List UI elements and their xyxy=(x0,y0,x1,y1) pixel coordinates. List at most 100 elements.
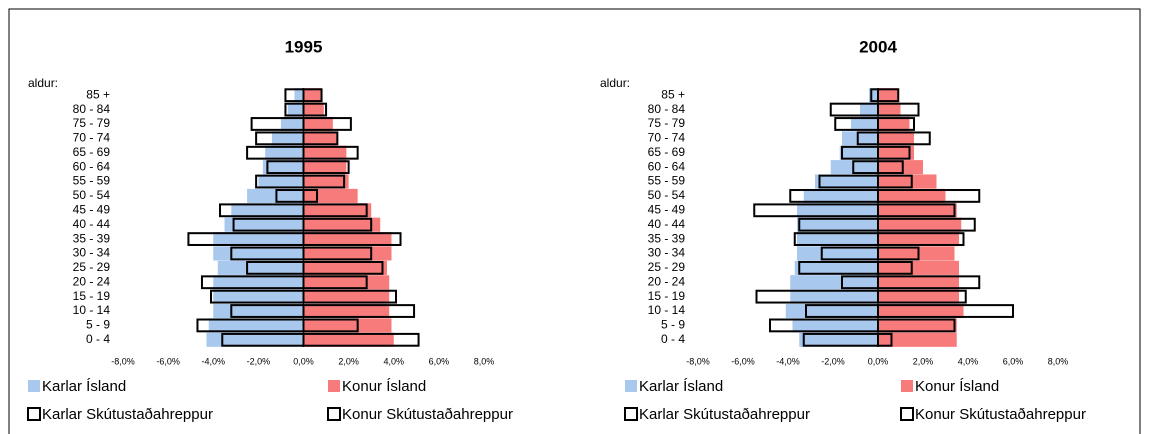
bar xyxy=(303,203,372,218)
y-tick-label: 65 - 69 xyxy=(73,145,111,159)
bar xyxy=(303,318,392,333)
bar xyxy=(851,116,878,132)
x-tick-label: 2,0% xyxy=(913,356,934,366)
y-tick-label: 60 - 64 xyxy=(648,159,686,173)
bar xyxy=(792,318,878,333)
bar xyxy=(217,260,304,275)
bar xyxy=(785,303,878,319)
y-tick-label: 10 - 14 xyxy=(73,303,111,317)
y-tick-label: 60 - 64 xyxy=(73,159,111,173)
bar xyxy=(213,232,304,247)
y-tick-label: 55 - 59 xyxy=(648,174,686,188)
bar xyxy=(206,332,304,347)
bar xyxy=(303,160,347,175)
legend-swatch xyxy=(901,380,913,392)
legend-swatch xyxy=(900,407,914,421)
bar xyxy=(303,332,394,347)
bar xyxy=(878,131,914,146)
bar xyxy=(878,145,914,160)
y-tick-label: 15 - 19 xyxy=(73,289,111,303)
bar xyxy=(303,260,387,275)
bar xyxy=(262,160,304,175)
y-tick-label: 15 - 19 xyxy=(648,289,686,303)
x-tick-label: 4,0% xyxy=(383,356,404,366)
x-tick-label: 6,0% xyxy=(1003,356,1024,366)
legend-label: Konur Ísland xyxy=(342,378,426,395)
bar xyxy=(799,332,878,347)
y-tick-label: 75 - 79 xyxy=(648,116,686,130)
bar xyxy=(303,217,381,232)
bar xyxy=(213,289,304,304)
y-tick-label: 50 - 54 xyxy=(648,188,686,202)
bar xyxy=(294,88,304,103)
bar xyxy=(303,303,390,319)
bar xyxy=(839,145,878,160)
x-tick-label: -4,0% xyxy=(201,356,225,366)
legend-label: Konur Ísland xyxy=(915,378,999,395)
y-tick-label: 70 - 74 xyxy=(648,131,686,145)
bar xyxy=(258,174,304,189)
bar xyxy=(878,188,946,203)
bar xyxy=(303,102,324,117)
bar xyxy=(303,232,392,247)
x-tick-label: -2,0% xyxy=(821,356,845,366)
y-tick-label: 70 - 74 xyxy=(73,131,111,145)
legend-label: Karlar Skútustaðahreppur xyxy=(42,406,213,423)
bar xyxy=(303,116,333,132)
x-tick-label: 8,0% xyxy=(474,356,495,366)
x-tick-label: 2,0% xyxy=(338,356,359,366)
x-tick-label: -4,0% xyxy=(776,356,800,366)
y-tick-label: 50 - 54 xyxy=(73,188,111,202)
legend-label: Konur Skútustaðahreppur xyxy=(915,406,1086,423)
y-tick-label: 85 + xyxy=(661,87,685,101)
y-tick-label: 40 - 44 xyxy=(73,217,111,231)
bar xyxy=(797,232,878,247)
axis-label: aldur: xyxy=(28,76,58,90)
bar xyxy=(224,217,304,232)
bar xyxy=(790,275,878,290)
bar xyxy=(797,203,878,218)
legend-swatch xyxy=(327,407,341,421)
legend-label: Karlar Skútustaðahreppur xyxy=(639,406,810,423)
y-tick-label: 40 - 44 xyxy=(648,217,686,231)
bar xyxy=(878,318,957,333)
bar xyxy=(790,289,878,304)
x-tick-label: 0,0% xyxy=(868,356,889,366)
bar xyxy=(797,246,878,261)
y-tick-label: 45 - 49 xyxy=(73,202,111,216)
y-tick-label: 45 - 49 xyxy=(648,202,686,216)
bar xyxy=(794,260,878,275)
chart-title: 1995 xyxy=(285,37,323,56)
y-tick-label: 5 - 9 xyxy=(86,318,110,332)
bar xyxy=(303,174,349,189)
bar xyxy=(247,188,304,203)
legend-swatch xyxy=(328,380,340,392)
y-tick-label: 85 + xyxy=(86,87,110,101)
bar xyxy=(287,102,304,117)
bar xyxy=(815,174,878,189)
legend-label: Karlar Ísland xyxy=(42,378,126,395)
bar xyxy=(878,174,937,189)
bar xyxy=(860,102,878,117)
bar xyxy=(869,88,878,103)
bar xyxy=(265,145,304,160)
y-tick-label: 10 - 14 xyxy=(648,303,686,317)
bar xyxy=(878,275,959,290)
bar xyxy=(797,217,878,232)
y-tick-label: 35 - 39 xyxy=(73,231,111,245)
x-tick-label: -6,0% xyxy=(731,356,755,366)
bar xyxy=(878,160,923,175)
y-tick-label: 20 - 24 xyxy=(73,274,111,288)
bar xyxy=(878,232,959,247)
y-tick-label: 35 - 39 xyxy=(648,231,686,245)
bar xyxy=(878,116,910,132)
y-tick-label: 20 - 24 xyxy=(648,274,686,288)
y-tick-label: 65 - 69 xyxy=(648,145,686,159)
frame xyxy=(8,8,1141,434)
bar xyxy=(303,88,322,103)
bar xyxy=(878,88,899,103)
x-tick-label: -8,0% xyxy=(111,356,135,366)
bar xyxy=(213,275,304,290)
x-tick-label: 8,0% xyxy=(1048,356,1069,366)
